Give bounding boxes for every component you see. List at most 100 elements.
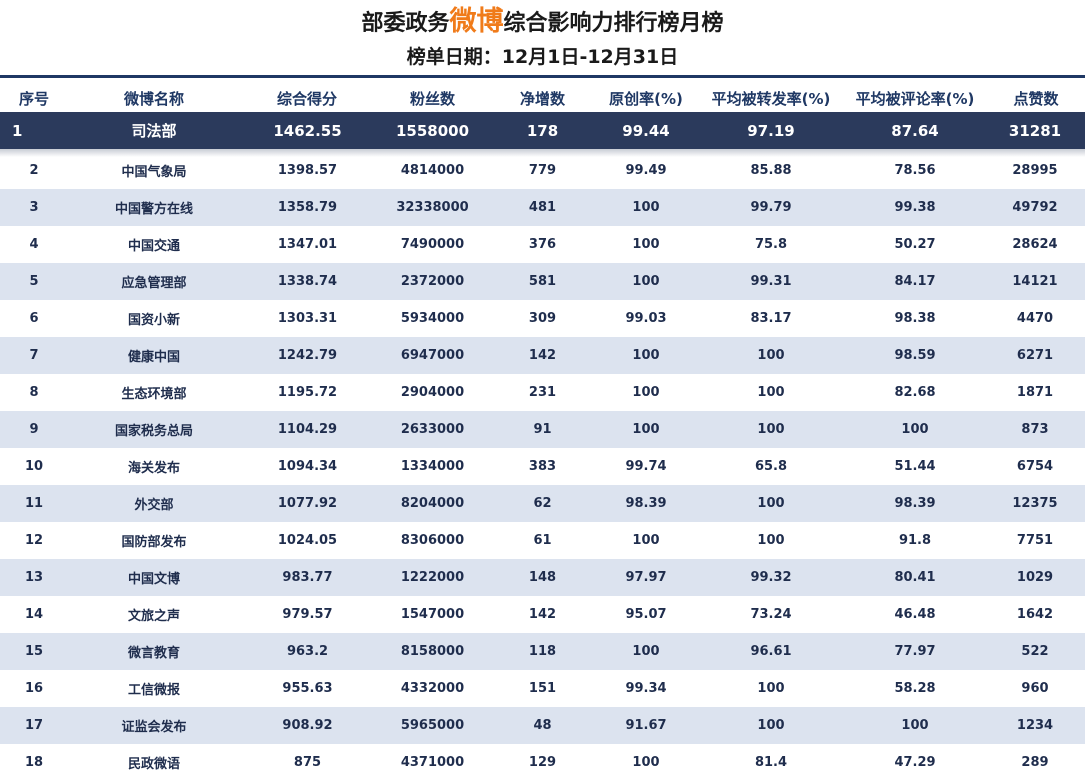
name-cell: 司法部 — [131, 122, 177, 140]
score-cell: 1094.34 — [277, 459, 338, 474]
score-cell: 1077.92 — [277, 496, 338, 511]
fans-cell: 32338000 — [396, 200, 469, 215]
comment-rate-cell: 91.8 — [898, 533, 932, 548]
fans-cell: 1222000 — [400, 570, 465, 585]
rank-cell: 10 — [24, 459, 44, 474]
original-rate-cell: 100 — [632, 755, 660, 770]
repost-rate-cell: 99.32 — [750, 570, 792, 585]
name-cell: 应急管理部 — [121, 276, 187, 291]
table-header: 序号 微博名称 综合得分 粉丝数 净增数 原创率(%) 平均被转发率(%) 平均被评论率(%)… — [0, 84, 1085, 112]
likes-cell: 14121 — [1012, 274, 1058, 289]
score-cell: 1358.79 — [277, 200, 338, 215]
table-row: 13 中国文博 983.77 1222000 148 97.97 99.32 80.41 102… — [0, 559, 1085, 596]
fans-cell: 6947000 — [400, 348, 465, 363]
table-row: 7 健康中国 1242.79 6947000 142 100 100 98.59 6271 — [0, 337, 1085, 374]
date-range: 榜单日期：12月1日-12月31日 — [406, 46, 679, 68]
score-cell: 979.57 — [282, 607, 333, 622]
title-highlight: 微博 — [449, 6, 504, 37]
original-rate-cell: 100 — [632, 348, 660, 363]
comment-rate-cell: 98.39 — [894, 496, 936, 511]
repost-rate-cell: 99.79 — [750, 200, 792, 215]
fans-cell: 4371000 — [400, 755, 465, 770]
score-cell: 1024.05 — [277, 533, 338, 548]
column-header: 序号 — [18, 89, 49, 108]
repost-rate-cell: 100 — [757, 422, 785, 437]
likes-cell: 1642 — [1016, 607, 1054, 622]
name-cell: 生态环境部 — [121, 387, 187, 402]
comment-rate-cell: 58.28 — [894, 681, 936, 696]
original-rate-cell: 99.44 — [622, 121, 670, 140]
fans-cell: 8306000 — [400, 533, 465, 548]
title-part1: 部委政务 — [361, 11, 450, 36]
column-header: 微博名称 — [123, 89, 184, 108]
original-rate-cell: 95.07 — [625, 607, 667, 622]
rank-cell: 6 — [29, 311, 39, 326]
page-title: 部委政务微博综合影响力排行榜月榜 — [0, 4, 1085, 40]
likes-cell: 7751 — [1016, 533, 1054, 548]
column-header: 点赞数 — [1013, 89, 1059, 108]
comment-rate-cell: 47.29 — [894, 755, 936, 770]
rank-cell: 4 — [29, 237, 39, 252]
table-row: 10 海关发布 1094.34 1334000 383 99.74 65.8 51.44 675… — [0, 448, 1085, 485]
comment-rate-cell: 98.38 — [894, 311, 936, 326]
repost-rate-cell: 100 — [757, 718, 785, 733]
net-growth-cell: 309 — [528, 311, 557, 326]
name-cell: 外交部 — [134, 498, 174, 513]
net-growth-cell: 383 — [528, 459, 557, 474]
name-cell: 中国警方在线 — [114, 202, 193, 217]
column-header: 平均被评论率(%) — [855, 89, 975, 108]
repost-rate-cell: 100 — [757, 348, 785, 363]
comment-rate-cell: 50.27 — [894, 237, 936, 252]
repost-rate-cell: 100 — [757, 533, 785, 548]
score-cell: 1303.31 — [277, 311, 338, 326]
original-rate-cell: 100 — [632, 237, 660, 252]
net-growth-cell: 376 — [528, 237, 557, 252]
likes-cell: 522 — [1021, 644, 1049, 659]
rank-cell: 11 — [24, 496, 44, 511]
net-growth-cell: 91 — [533, 422, 552, 437]
name-cell: 工信微报 — [127, 683, 180, 698]
likes-cell: 1871 — [1016, 385, 1054, 400]
name-cell: 国家税务总局 — [114, 424, 193, 439]
comment-rate-cell: 77.97 — [894, 644, 936, 659]
name-cell: 健康中国 — [127, 350, 180, 365]
repost-rate-cell: 85.88 — [750, 163, 792, 178]
original-rate-cell: 100 — [632, 274, 660, 289]
top-divider — [0, 75, 1085, 78]
name-cell: 国防部发布 — [121, 535, 187, 550]
rank-cell: 5 — [29, 274, 39, 289]
net-growth-cell: 151 — [528, 681, 557, 696]
rank-cell: 13 — [24, 570, 44, 585]
fans-cell: 2372000 — [400, 274, 465, 289]
original-rate-cell: 97.97 — [625, 570, 667, 585]
name-cell: 证监会发布 — [121, 720, 187, 735]
comment-rate-cell: 98.59 — [894, 348, 936, 363]
likes-cell: 28995 — [1012, 163, 1058, 178]
comment-rate-cell: 51.44 — [894, 459, 936, 474]
rank-cell: 9 — [29, 422, 39, 437]
name-cell: 国资小新 — [127, 313, 180, 328]
table-row: 2 中国气象局 1398.57 4814000 779 99.49 85.88 78.56 28… — [0, 152, 1085, 189]
comment-rate-cell: 80.41 — [894, 570, 936, 585]
rank-cell: 1 — [12, 121, 23, 140]
fans-cell: 7490000 — [400, 237, 465, 252]
score-cell: 1338.74 — [277, 274, 338, 289]
original-rate-cell: 100 — [632, 385, 660, 400]
net-growth-cell: 142 — [528, 348, 557, 363]
rank-cell: 17 — [24, 718, 44, 733]
score-cell: 983.77 — [282, 570, 333, 585]
likes-cell: 289 — [1021, 755, 1049, 770]
table-row: 6 国资小新 1303.31 5934000 309 99.03 83.17 98.38 447… — [0, 300, 1085, 337]
table-row: 15 微言教育 963.2 8158000 118 100 96.61 77.97 522 — [0, 633, 1085, 670]
table-row: 9 国家税务总局 1104.29 2633000 91 100 100 100 873 — [0, 411, 1085, 448]
likes-cell: 12375 — [1012, 496, 1058, 511]
table-row-top: 1 司法部 1462.55 1558000 178 99.44 97.19 87.64 3128… — [0, 112, 1085, 149]
likes-cell: 1029 — [1016, 570, 1054, 585]
column-header: 综合得分 — [276, 89, 337, 108]
rank-cell: 7 — [29, 348, 39, 363]
likes-cell: 960 — [1021, 681, 1049, 696]
repost-rate-cell: 97.19 — [747, 121, 795, 140]
net-growth-cell: 61 — [533, 533, 552, 548]
fans-cell: 2633000 — [400, 422, 465, 437]
name-cell: 海关发布 — [127, 461, 180, 476]
